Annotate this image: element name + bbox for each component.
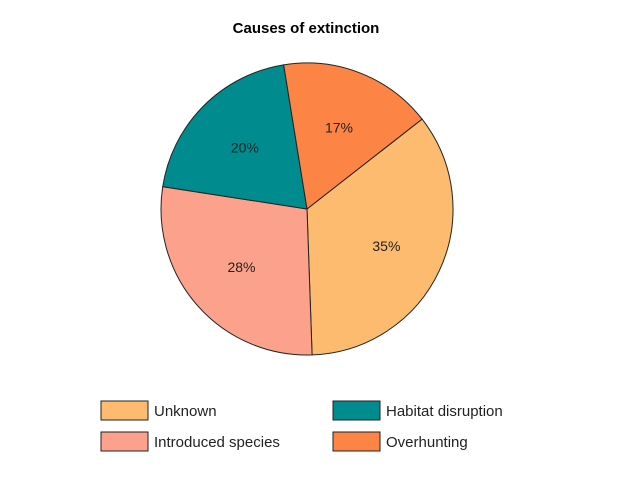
pie-slice-habitat-disruption	[162, 64, 308, 210]
legend-swatch	[332, 400, 381, 421]
pie-slice-unknown	[306, 118, 454, 356]
legend-swatch	[100, 400, 149, 421]
pie-slice-introduced-species	[160, 186, 313, 356]
legend: Unknown Habitat disruption Introduced spec…	[100, 400, 503, 452]
legend-swatch	[332, 431, 381, 452]
chart-title: Causes of extinction	[233, 20, 380, 37]
slice-label-overhunting: 17%	[325, 119, 353, 135]
slice-label-habitat-disruption: 20%	[231, 139, 259, 155]
legend-item-overhunting: Overhunting	[332, 431, 468, 452]
slice-label-unknown: 35%	[372, 238, 400, 254]
legend-item-unknown: Unknown	[100, 400, 217, 421]
legend-label: Overhunting	[386, 434, 468, 451]
legend-item-habitat-disruption: Habitat disruption	[332, 400, 503, 421]
legend-item-introduced-species: Introduced species	[100, 431, 280, 452]
legend-label: Habitat disruption	[386, 403, 503, 420]
slice-label-introduced-species: 28%	[227, 259, 255, 275]
pie-slice-overhunting	[283, 62, 423, 210]
legend-label: Introduced species	[154, 434, 280, 451]
legend-label: Unknown	[154, 403, 217, 420]
pie-slices	[160, 62, 454, 356]
legend-swatch	[100, 431, 149, 452]
slice-labels: 35% 28% 20% 17%	[227, 119, 400, 275]
